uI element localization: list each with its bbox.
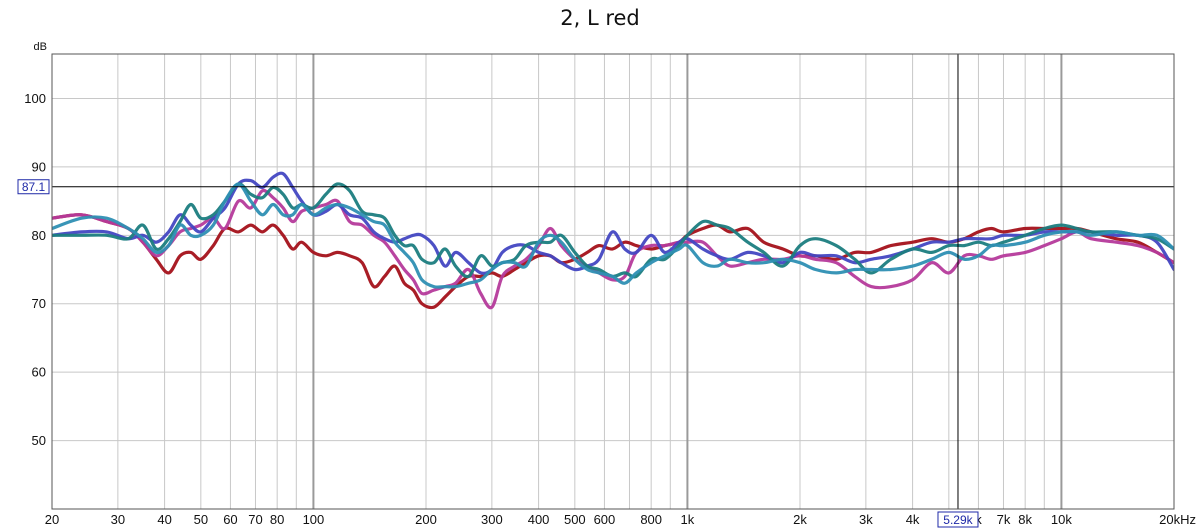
y-tick-label: 90 [32, 159, 46, 174]
chart-title: 2, L red [560, 6, 640, 30]
x-tick-label: 3k [859, 512, 873, 527]
cursor-y-label: 87.1 [22, 180, 46, 194]
series-line-4 [52, 182, 1174, 279]
plot-area [52, 54, 1174, 509]
x-tick-label: 1k [681, 512, 695, 527]
x-tick-label: 60 [223, 512, 237, 527]
x-tick-label: 50 [194, 512, 208, 527]
x-tick-label: 100 [303, 512, 325, 527]
x-tick-label: 20kHz [1159, 512, 1196, 527]
x-tick-label: 10k [1051, 512, 1072, 527]
x-tick-label: 200 [415, 512, 437, 527]
x-tick-label: 40 [157, 512, 171, 527]
y-axis-unit: dB [34, 41, 47, 53]
x-tick-label: 600 [594, 512, 616, 527]
y-tick-label: 80 [32, 228, 46, 243]
x-tick-label: 7k [997, 512, 1011, 527]
x-tick-label: 500 [564, 512, 586, 527]
series-line-3 [52, 171, 1174, 275]
x-tick-label: 400 [528, 512, 550, 527]
x-tick-label: 4k [906, 512, 920, 527]
y-tick-label: 60 [32, 365, 46, 380]
y-tick-label: 70 [32, 296, 46, 311]
cursor [52, 54, 1174, 509]
y-tick-labels: 50 60 70 80 90 100 87.1 [17, 91, 50, 448]
x-tick-label: 800 [640, 512, 662, 527]
y-tick-label: 100 [24, 91, 46, 106]
x-tick-label: 70 [248, 512, 262, 527]
x-tick-label: 300 [481, 512, 503, 527]
cursor-x-box [937, 511, 979, 528]
x-tick-label: 20 [45, 512, 59, 527]
x-tick-label: 30 [111, 512, 125, 527]
x-tick-label: 2k [793, 512, 807, 527]
x-tick-label: 80 [270, 512, 284, 527]
series-line-5 [52, 182, 1174, 289]
plot-border [51, 53, 1175, 510]
x-tick-label: 8k [1018, 512, 1032, 527]
x-tick-label: k [975, 512, 982, 527]
grid [52, 54, 1174, 509]
x-tick-labels: 20 30 40 50 60 70 80 100 200 300 400 500 600 800 1k 2k 3… [45, 511, 1196, 528]
cursor-x-label: 5.29k [943, 513, 973, 527]
y-tick-label: 50 [32, 433, 46, 448]
cursor-y-box [17, 179, 50, 195]
series-group [52, 171, 1174, 310]
